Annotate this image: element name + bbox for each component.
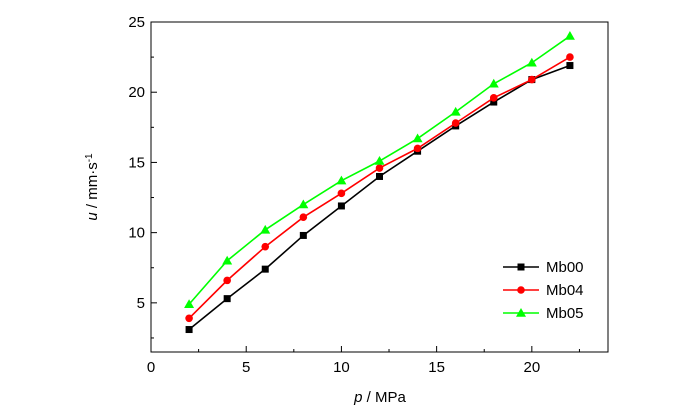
legend-label: Mb00: [546, 259, 584, 276]
y-tick-label: 25: [128, 14, 145, 31]
legend-marker: [516, 308, 526, 317]
data-point: [223, 276, 231, 285]
legend-item-mb05: Mb05: [503, 305, 584, 322]
series-mb04-line: [188, 56, 571, 319]
plot-frame: [150, 21, 609, 353]
data-point: [299, 213, 308, 221]
y-axis-variable: u: [84, 212, 101, 221]
legend-marker: [517, 263, 525, 271]
legend-item-mb04: Mb04: [503, 282, 584, 299]
x-axis-variable: p: [353, 389, 362, 406]
data-point: [489, 94, 498, 102]
y-axis-label: u / mm·s-1: [84, 153, 102, 221]
data-point: [488, 78, 499, 88]
data-point: [376, 172, 383, 180]
data-point: [336, 175, 347, 185]
y-tick-label: 10: [128, 225, 145, 242]
data-point: [261, 265, 269, 273]
x-axis-unit: / MPa: [362, 389, 406, 406]
series-mb00: [185, 62, 574, 334]
data-point: [375, 164, 384, 172]
y-tick-label: 15: [128, 154, 145, 171]
data-point: [337, 202, 345, 210]
data-point: [261, 242, 270, 251]
legend: Mb00 Mb04 Mb05: [503, 259, 584, 322]
legend-item-mb00: Mb00: [503, 259, 584, 276]
y-axis: 5 10 15 20 25: [128, 14, 157, 339]
x-tick-label: 5: [242, 359, 250, 376]
x-axis-label: p / MPa: [353, 389, 406, 406]
data-point: [185, 326, 193, 334]
legend-label: Mb04: [546, 282, 584, 299]
data-point: [260, 224, 271, 234]
data-point: [185, 314, 193, 323]
y-axis-unit-exponent: -1: [84, 153, 95, 162]
data-point: [526, 57, 537, 67]
data-point: [337, 189, 346, 198]
data-point: [564, 31, 575, 40]
data-point: [184, 299, 195, 309]
x-tick-label: 10: [333, 359, 350, 376]
data-point: [566, 53, 574, 61]
x-tick-label: 20: [523, 359, 540, 376]
data-point: [299, 231, 307, 239]
data-point: [566, 62, 574, 70]
data-point: [298, 199, 309, 209]
y-axis-unit: / mm·s: [84, 162, 101, 212]
legend-marker: [517, 286, 525, 294]
series-layer: [184, 31, 575, 334]
x-axis: 0 5 10 15 20: [147, 346, 580, 376]
data-point: [223, 295, 231, 303]
series-mb04: [185, 53, 574, 323]
data-point: [374, 156, 385, 165]
legend-label: Mb05: [546, 305, 584, 322]
y-tick-label: 5: [137, 295, 145, 312]
data-point: [450, 106, 461, 116]
x-tick-label: 15: [428, 359, 445, 376]
data-point: [412, 133, 423, 143]
data-point: [451, 119, 460, 127]
series-mb05: [184, 31, 575, 309]
y-tick-label: 20: [128, 84, 145, 101]
data-point: [490, 98, 498, 106]
data-point: [222, 255, 233, 265]
x-tick-label: 0: [147, 359, 155, 376]
data-point: [413, 144, 422, 153]
data-point: [528, 75, 536, 84]
